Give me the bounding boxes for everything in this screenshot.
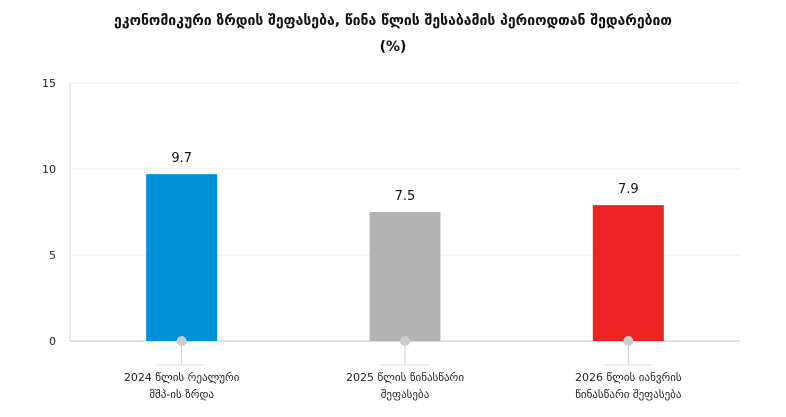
y-tick-label: 10: [42, 163, 56, 176]
y-tick-label: 5: [49, 249, 56, 262]
x-tick-label: 2026 წლის იანვრის: [575, 371, 682, 384]
chart-title: ეკონომიკური ზრდის შეფასება, წინა წლის შე…: [0, 8, 786, 60]
data-label: 9.7: [171, 151, 192, 166]
x-tick-label: წინასწარი შეფასება: [575, 388, 682, 401]
bar: [146, 174, 218, 341]
x-tick-marker: [400, 336, 410, 346]
chart-subtitle: (%): [379, 39, 407, 55]
x-tick-label: 2024 წლის რეალური: [124, 371, 240, 384]
y-tick-label: 15: [42, 77, 56, 90]
x-tick-label: 2025 წლის წინასწარი: [346, 371, 464, 384]
y-tick-label: 0: [49, 335, 56, 348]
x-tick-marker: [176, 336, 187, 346]
data-label: 7.5: [395, 189, 416, 204]
x-tick-marker: [623, 336, 634, 346]
bar: [592, 205, 664, 341]
data-label: 7.9: [618, 182, 639, 197]
chart-title-main: ეკონომიკური ზრდის შეფასება, წინა წლის შე…: [114, 13, 672, 29]
x-tick-label: შეფასება: [381, 388, 430, 401]
x-tick-label: მშპ-ის ზრდა: [149, 388, 214, 401]
bar: [369, 212, 441, 341]
